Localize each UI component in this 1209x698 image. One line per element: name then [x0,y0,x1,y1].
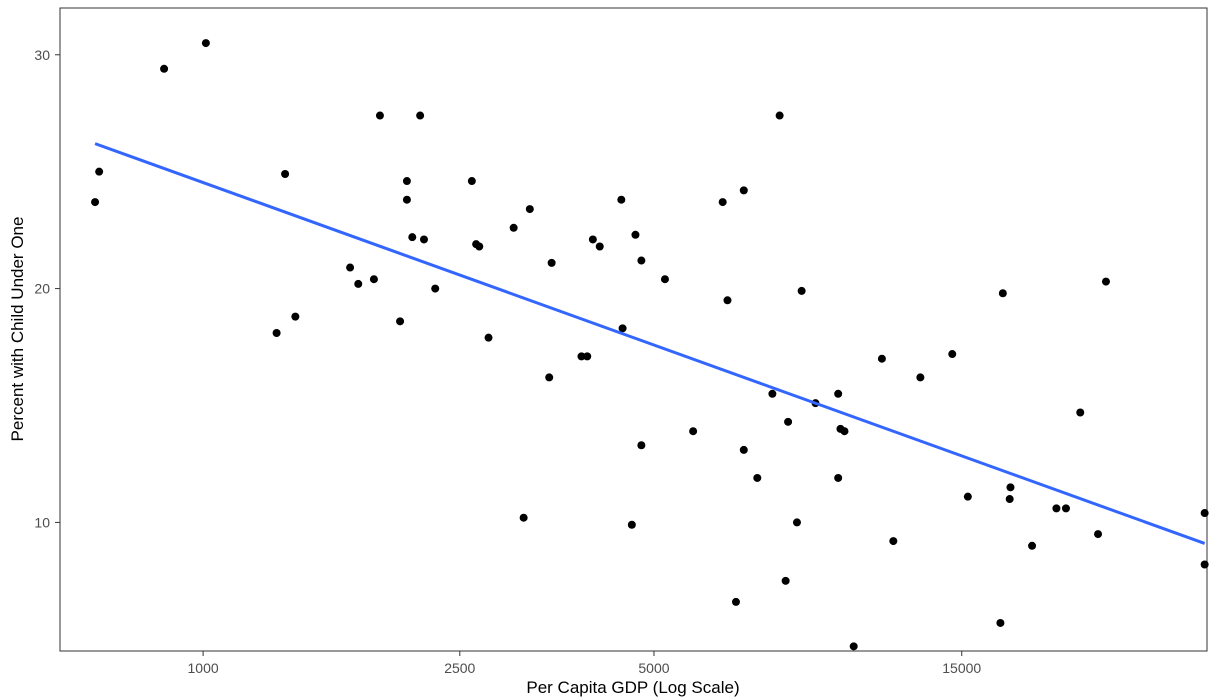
data-point [618,324,627,333]
data-point [201,39,210,48]
data-point [689,427,698,436]
data-point [753,473,762,482]
x-tick-label: 1000 [188,660,219,676]
data-point [834,389,843,398]
data-point [577,352,586,361]
data-point [375,111,384,120]
data-point [484,333,493,342]
data-point [617,195,626,204]
data-point [408,233,417,242]
x-axis: 1000 2500 5000 15000 [188,651,981,676]
data-point [731,597,740,606]
data-point [509,223,518,232]
y-tick-label: 30 [34,47,50,63]
data-point [369,275,378,284]
data-point [637,441,646,450]
data-point [291,312,300,321]
data-point [1101,277,1110,286]
data-point [402,177,411,186]
data-point [1076,408,1085,417]
data-point [660,275,669,284]
data-point [916,373,925,382]
data-point [849,642,858,651]
plot-panel [59,7,1208,652]
data-point [718,198,727,207]
data-point [775,111,784,120]
data-point [396,317,405,326]
data-point [588,235,597,244]
data-point [272,329,281,338]
data-point [419,235,428,244]
trend-line [94,142,1206,545]
data-point [475,242,484,251]
y-axis: 10 20 30 [34,47,60,530]
x-tick-label: 15000 [942,660,981,676]
y-axis-title: Percent with Child Under One [8,217,27,442]
data-point [595,242,604,251]
data-point [547,258,556,267]
data-point [346,263,355,272]
y-tick-label: 20 [34,281,50,297]
data-point [889,537,898,546]
data-point [91,198,100,207]
data-points [91,39,1209,651]
data-point [402,195,411,204]
data-point [784,417,793,426]
data-point [834,473,843,482]
data-point [998,289,1007,298]
data-point [1061,504,1070,513]
data-point [723,296,732,305]
data-point [583,352,592,361]
data-point [1005,495,1014,504]
data-point [948,350,957,359]
data-point [1028,541,1037,550]
data-point [627,520,636,529]
data-point [996,618,1005,627]
data-point [631,230,640,239]
data-point [281,170,290,179]
data-point [768,389,777,398]
data-point [416,111,425,120]
data-point [1200,560,1209,569]
data-point [792,518,801,527]
data-point [1052,504,1061,513]
x-tick-label: 2500 [444,660,475,676]
data-point [160,64,169,73]
data-point [840,427,849,436]
data-point [781,576,790,585]
data-point [525,205,534,214]
data-point [545,373,554,382]
data-point [739,186,748,195]
data-point [963,492,972,501]
data-point [1094,530,1103,539]
data-point [739,445,748,454]
data-point [797,286,806,295]
x-axis-title: Per Capita GDP (Log Scale) [526,678,739,697]
data-point [354,279,363,288]
data-point [1200,509,1209,518]
data-point [1006,483,1015,492]
data-point [431,284,440,293]
x-tick-label: 5000 [638,660,669,676]
data-point [467,177,476,186]
data-point [877,354,886,363]
data-point [519,513,528,522]
data-point [95,167,104,176]
data-point [637,256,646,265]
y-tick-label: 10 [34,514,50,530]
